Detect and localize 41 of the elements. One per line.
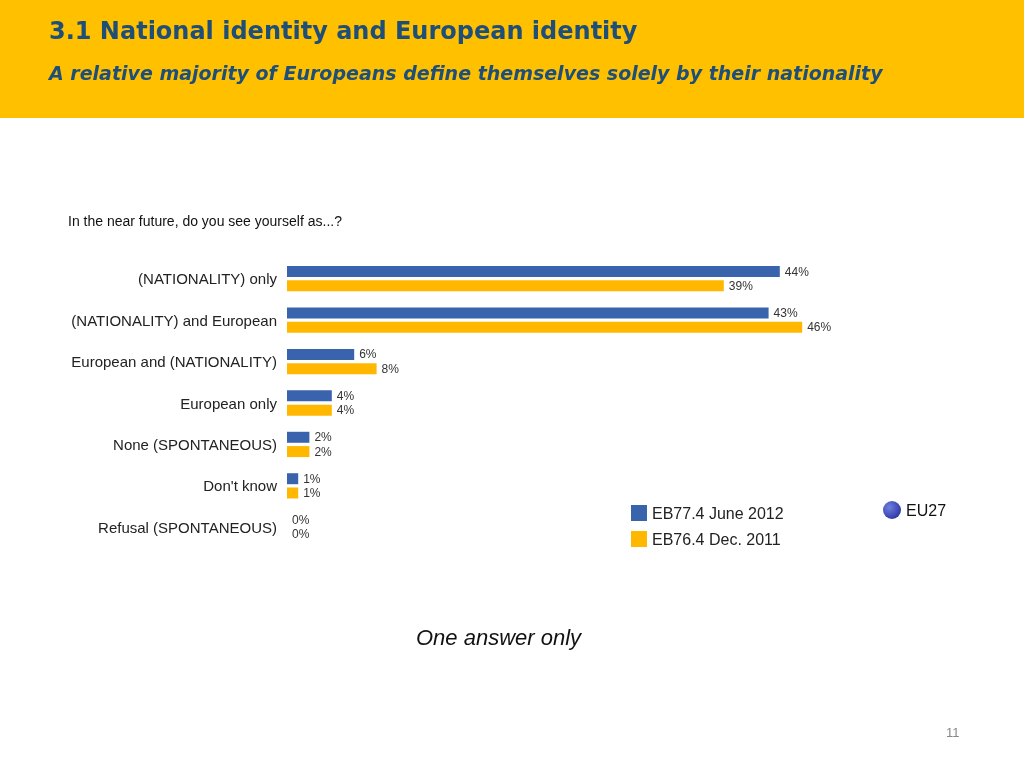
bar	[287, 473, 299, 485]
bar	[287, 390, 332, 402]
bar	[287, 348, 355, 360]
bar	[287, 321, 803, 333]
bar	[287, 363, 377, 375]
data-label: 0%	[292, 527, 310, 542]
legend-label: EB77.4 June 2012	[652, 504, 784, 522]
bar	[287, 404, 332, 416]
data-label: 2%	[314, 430, 333, 445]
bar	[287, 307, 769, 319]
chart-subtitle: A relative majority of Europeans define themselves solely by their nationality	[47, 61, 885, 84]
data-label: 39%	[728, 278, 754, 293]
data-label: 6%	[359, 347, 377, 362]
y-tick-label: European only	[180, 394, 278, 412]
bar	[287, 431, 310, 443]
bar	[287, 446, 310, 458]
data-label: 4%	[336, 403, 355, 418]
text: In the near future, do you see yourself as...?	[68, 213, 343, 229]
bar	[287, 266, 780, 278]
y-tick-label: (NATIONALITY) and European	[71, 311, 277, 329]
bar	[287, 487, 299, 499]
data-label: 0%	[292, 513, 310, 528]
y-tick-label: European and (NATIONALITY)	[71, 353, 277, 371]
data-label: 4%	[336, 388, 355, 403]
bar	[287, 280, 724, 292]
data-label: 43%	[773, 305, 798, 320]
legend-label: EB76.4 Dec. 2011	[652, 530, 781, 548]
data-label: 2%	[314, 444, 333, 459]
y-tick-label: Don't know	[203, 477, 278, 495]
text: 11	[946, 725, 960, 740]
data-label: 44%	[784, 264, 810, 279]
data-label: 8%	[381, 361, 400, 376]
y-tick-label: Refusal (SPONTANEOUS)	[98, 518, 277, 536]
data-label: 1%	[303, 486, 321, 501]
y-tick-label: None (SPONTANEOUS)	[113, 435, 277, 453]
data-label: 1%	[303, 471, 321, 486]
text: EU27	[906, 501, 947, 519]
text: One answer only	[416, 624, 584, 650]
y-tick-label: (NATIONALITY) only	[138, 270, 278, 288]
chart-title: 3.1 National identity and European identity	[49, 17, 638, 45]
data-label: 46%	[807, 320, 832, 335]
